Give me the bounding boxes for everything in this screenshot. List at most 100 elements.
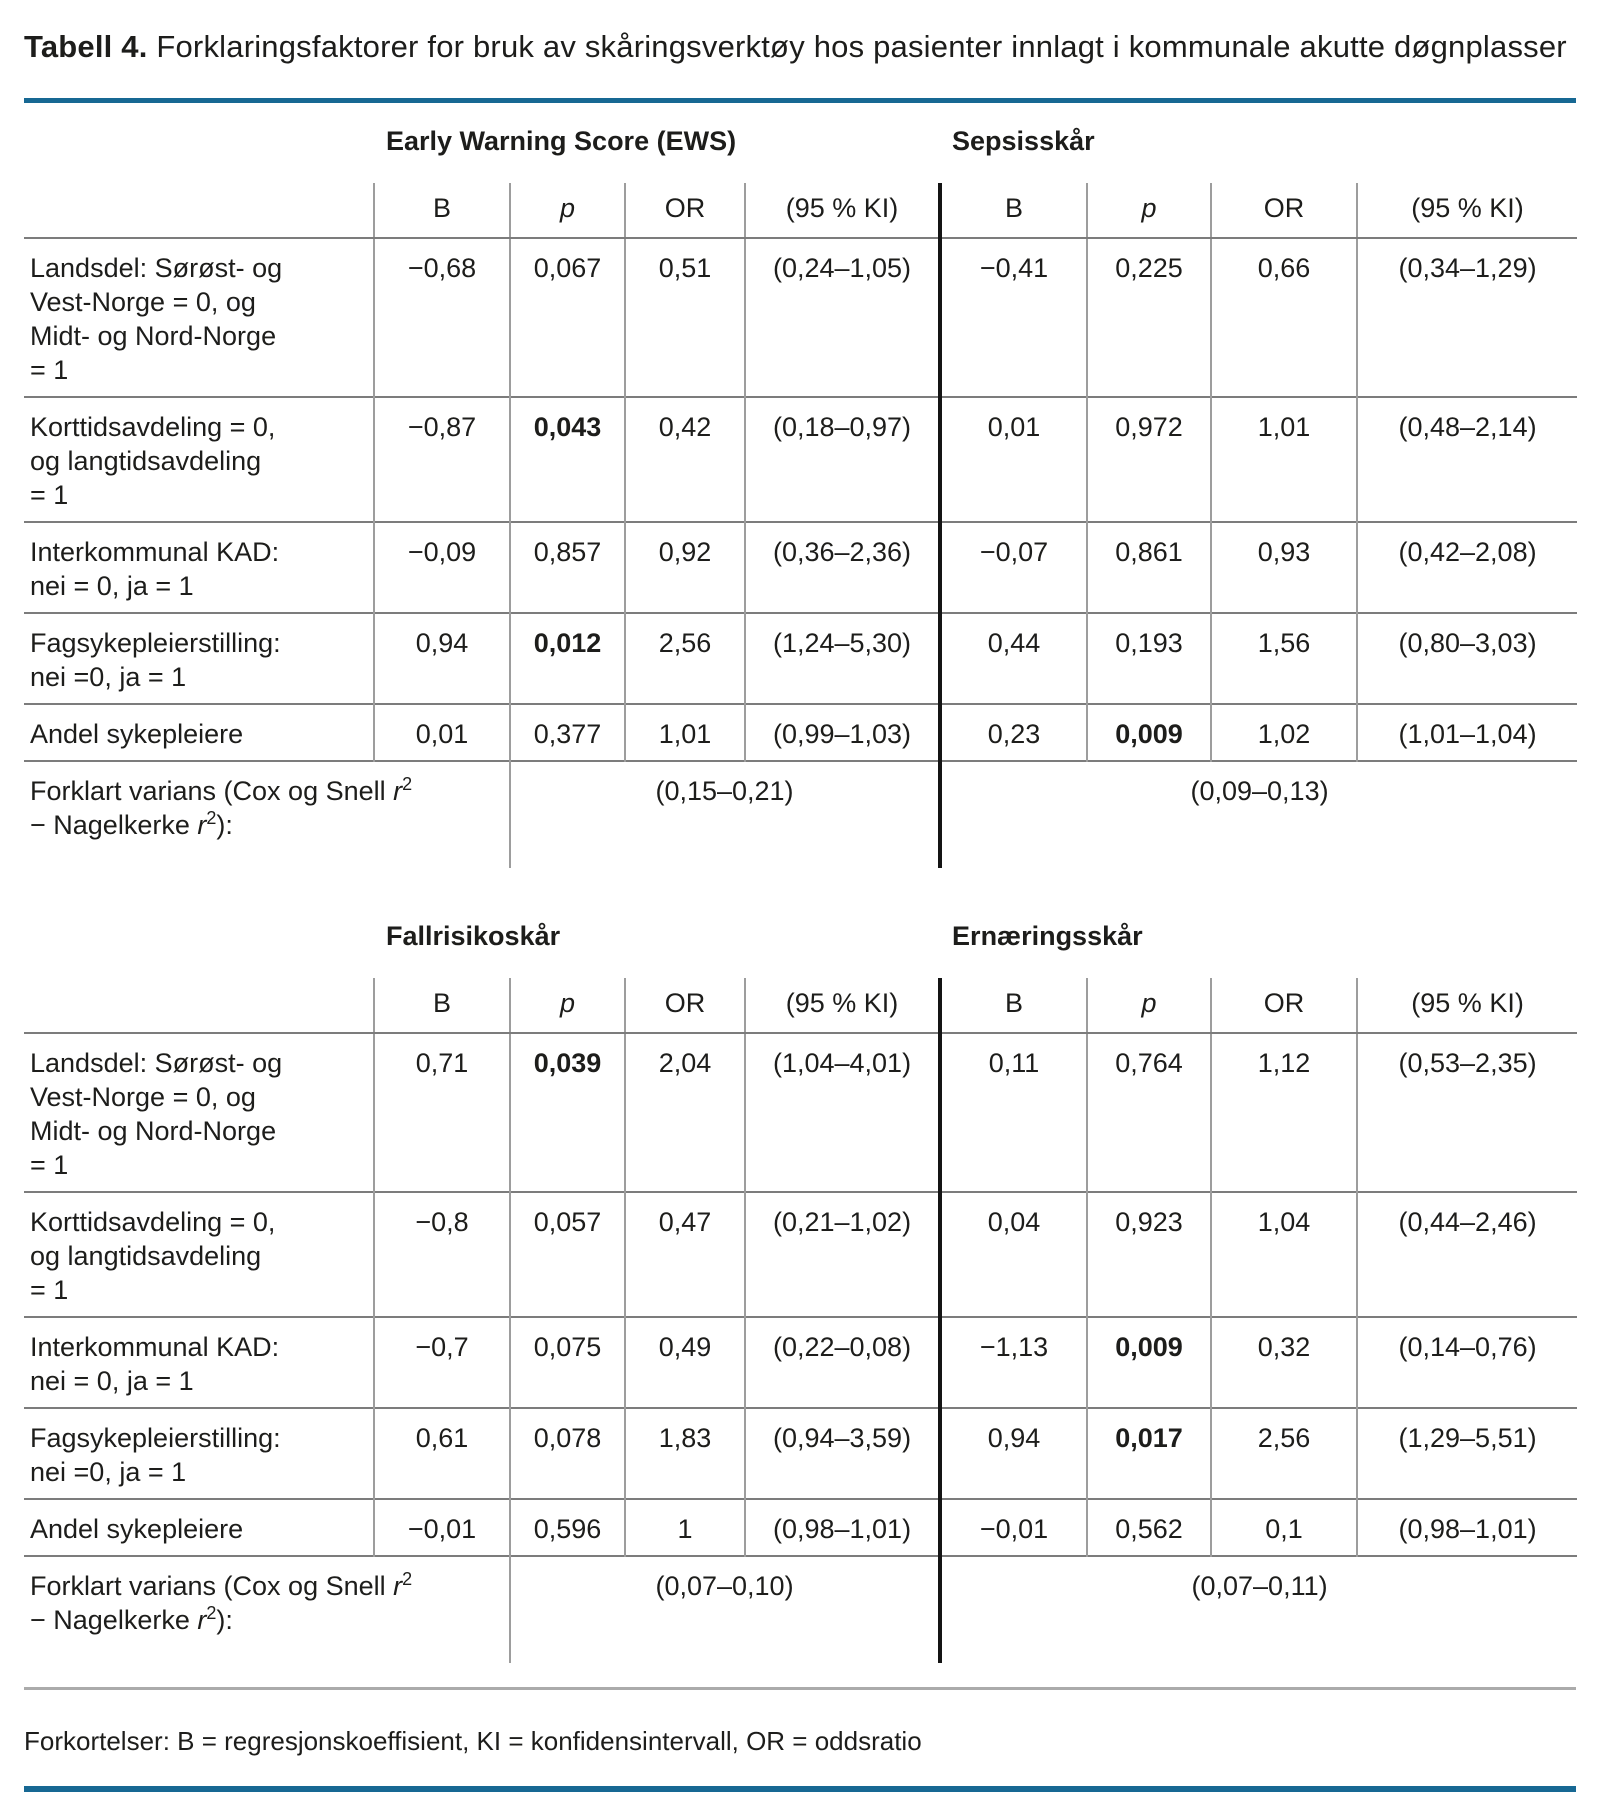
variance-value-ews: (0,15–0,21): [508, 760, 941, 868]
col-header-p: p: [1086, 978, 1212, 1034]
cell-b: −0,7: [373, 1316, 510, 1408]
cell-ki: (0,53–2,35): [1356, 1032, 1578, 1192]
table-row: Fagsykepleierstilling: nei =0, ja = 1 0,…: [24, 1407, 1578, 1499]
cell-b: 0,23: [938, 703, 1088, 761]
cell-ki: (0,42–2,08): [1356, 521, 1578, 613]
cell-p: 0,596: [509, 1498, 625, 1556]
col-header-p: p: [509, 978, 625, 1034]
cell-ki: (0,48–2,14): [1356, 396, 1578, 522]
col-header-ki: (95 % KI): [1356, 978, 1578, 1034]
cell-b: −0,8: [373, 1191, 510, 1317]
cell-ki: (0,44–2,46): [1356, 1191, 1578, 1317]
spacer-cell: [24, 183, 374, 239]
cell-p: 0,017: [1086, 1407, 1212, 1499]
cell-p: 0,039: [509, 1032, 625, 1192]
cell-ki: (0,24–1,05): [743, 237, 941, 397]
group-header-ews: Early Warning Score (EWS): [386, 126, 737, 156]
col-header-b: B: [373, 978, 510, 1034]
cell-b: 0,11: [938, 1032, 1088, 1192]
table-row: Korttidsavdeling = 0, og langtidsavdelin…: [24, 1191, 1578, 1317]
cell-or: 0,1: [1210, 1498, 1358, 1556]
cell-or: 0,49: [624, 1316, 745, 1408]
col-header-ki: (95 % KI): [1356, 183, 1578, 239]
table-row: Korttidsavdeling = 0, og langtidsavdelin…: [24, 396, 1578, 522]
bottom-rule: [24, 1786, 1576, 1792]
table-row: Interkommunal KAD: nei = 0, ja = 1 −0,09…: [24, 521, 1578, 613]
row-label: Fagsykepleierstilling: nei =0, ja = 1: [24, 612, 374, 704]
cell-ki: (1,01–1,04): [1356, 703, 1578, 761]
group-header-row: Early Warning Score (EWS) Sepsisskår: [24, 119, 1577, 183]
cell-or: 0,92: [624, 521, 745, 613]
row-label: Interkommunal KAD: nei = 0, ja = 1: [24, 1316, 374, 1408]
col-header-or: OR: [1210, 978, 1358, 1034]
group-header-row: Fallrisikoskår Ernæringsskår: [24, 914, 1577, 978]
cell-ki: (0,99–1,03): [743, 703, 941, 761]
cell-p: 0,972: [1086, 396, 1212, 522]
cell-b: −0,01: [373, 1498, 510, 1556]
cell-or: 2,04: [624, 1032, 745, 1192]
table-row: Interkommunal KAD: nei = 0, ja = 1 −0,7 …: [24, 1316, 1578, 1408]
column-header-row: B p OR (95 % KI) B p OR (95 % KI): [24, 183, 1578, 239]
row-label: Andel sykepleiere: [24, 1498, 374, 1556]
spacer-cell: [24, 119, 374, 183]
cell-b: 0,94: [373, 612, 510, 704]
table-row: Andel sykepleiere 0,01 0,377 1,01 (0,99–…: [24, 703, 1578, 761]
cell-p: 0,078: [509, 1407, 625, 1499]
col-header-b: B: [373, 183, 510, 239]
cell-p: 0,764: [1086, 1032, 1212, 1192]
cell-p: 0,009: [1086, 1316, 1212, 1408]
variance-value-sepsis: (0,09–0,13): [938, 760, 1578, 868]
cell-p: 0,377: [509, 703, 625, 761]
caption-number: Tabell 4.: [24, 29, 148, 64]
variance-row: Forklart varians (Cox og Snell r2− Nagel…: [24, 1555, 1578, 1663]
group-header-ernaering: Ernæringsskår: [952, 921, 1143, 951]
cell-p: 0,857: [509, 521, 625, 613]
row-label: Interkommunal KAD: nei = 0, ja = 1: [24, 521, 374, 613]
cell-b: 0,04: [938, 1191, 1088, 1317]
col-header-ki: (95 % KI): [743, 978, 941, 1034]
cell-ki: (0,80–3,03): [1356, 612, 1578, 704]
col-header-or: OR: [624, 183, 745, 239]
table-row: Fagsykepleierstilling: nei =0, ja = 1 0,…: [24, 612, 1578, 704]
cell-or: 1,12: [1210, 1032, 1358, 1192]
cell-or: 2,56: [624, 612, 745, 704]
variance-label: Forklart varians (Cox og Snell r2− Nagel…: [24, 760, 510, 868]
cell-b: −0,87: [373, 396, 510, 522]
cell-or: 1: [624, 1498, 745, 1556]
cell-b: 0,01: [938, 396, 1088, 522]
cell-ki: (0,18–0,97): [743, 396, 941, 522]
cell-ki: (1,29–5,51): [1356, 1407, 1578, 1499]
cell-p: 0,009: [1086, 703, 1212, 761]
ews-sepsis-table: Early Warning Score (EWS) Sepsisskår B p…: [24, 119, 1578, 868]
table-row: Andel sykepleiere −0,01 0,596 1 (0,98–1,…: [24, 1498, 1578, 1556]
cell-ki: (0,94–3,59): [743, 1407, 941, 1499]
cell-p: 0,562: [1086, 1498, 1212, 1556]
cell-p: 0,057: [509, 1191, 625, 1317]
cell-b: 0,94: [938, 1407, 1088, 1499]
cell-ki: (0,36–2,36): [743, 521, 941, 613]
cell-p: 0,075: [509, 1316, 625, 1408]
group-header-fallrisiko: Fallrisikoskår: [386, 921, 561, 951]
cell-or: 1,01: [1210, 396, 1358, 522]
cell-b: −0,07: [938, 521, 1088, 613]
table-row: Landsdel: Sørøst- og Vest-Norge = 0, og …: [24, 237, 1578, 397]
cell-p: 0,043: [509, 396, 625, 522]
caption-text: Forklaringsfaktorer for bruk av skårings…: [147, 29, 1567, 64]
cell-ki: (0,34–1,29): [1356, 237, 1578, 397]
cell-p: 0,225: [1086, 237, 1212, 397]
cell-ki: (0,14–0,76): [1356, 1316, 1578, 1408]
abbreviations-footnote: Forkortelser: B = regresjonskoeffisient,…: [24, 1726, 922, 1756]
cell-or: 0,47: [624, 1191, 745, 1317]
col-header-b: B: [938, 978, 1088, 1034]
table-row: Landsdel: Sørøst- og Vest-Norge = 0, og …: [24, 1032, 1578, 1192]
cell-b: −0,41: [938, 237, 1088, 397]
table-caption: Tabell 4. Forklaringsfaktorer for bruk a…: [24, 26, 1576, 68]
footnote-divider: [24, 1687, 1576, 1690]
cell-p: 0,193: [1086, 612, 1212, 704]
cell-p: 0,861: [1086, 521, 1212, 613]
cell-or: 1,83: [624, 1407, 745, 1499]
fallrisiko-ernaering-table: Fallrisikoskår Ernæringsskår B p OR (95 …: [24, 914, 1578, 1663]
col-header-or: OR: [1210, 183, 1358, 239]
cell-ki: (0,98–1,01): [1356, 1498, 1578, 1556]
row-label: Landsdel: Sørøst- og Vest-Norge = 0, og …: [24, 237, 374, 397]
